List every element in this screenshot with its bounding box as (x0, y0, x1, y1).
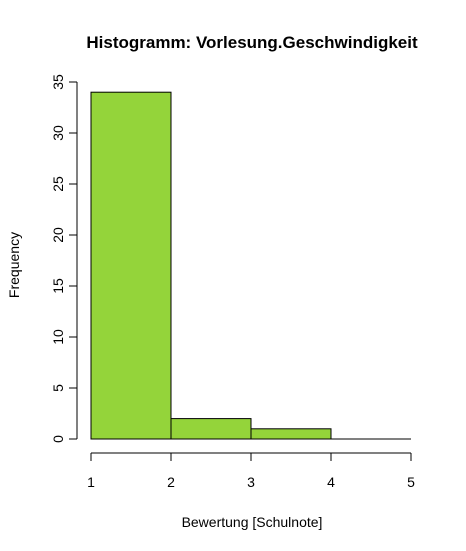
y-tick-label: 15 (50, 278, 66, 294)
y-tick-label: 20 (50, 227, 66, 243)
y-tick-label: 25 (50, 176, 66, 192)
x-axis-label: Bewertung [Schulnote] (182, 514, 323, 530)
x-tick-label: 5 (407, 474, 415, 490)
x-tick-label: 3 (247, 474, 255, 490)
histogram-bar (90, 91, 172, 440)
y-tick-label: 10 (50, 329, 66, 345)
y-axis-label: Frequency (6, 232, 22, 298)
y-axis: 0 5 10 15 20 25 30 35 (50, 74, 78, 443)
x-axis: 1 2 3 4 5 (87, 452, 415, 490)
bars-group (90, 91, 411, 440)
histogram-bar (170, 418, 252, 440)
y-tick-label: 5 (50, 384, 66, 392)
y-tick-label: 0 (50, 435, 66, 443)
y-tick-label: 35 (50, 74, 66, 90)
x-tick-label: 4 (327, 474, 335, 490)
x-tick-label: 1 (87, 474, 95, 490)
chart-title: Histogramm: Vorlesung.Geschwindigkeit (86, 33, 418, 52)
x-tick-label: 2 (167, 474, 175, 490)
histogram-bar (250, 428, 332, 440)
y-tick-label: 30 (50, 125, 66, 141)
